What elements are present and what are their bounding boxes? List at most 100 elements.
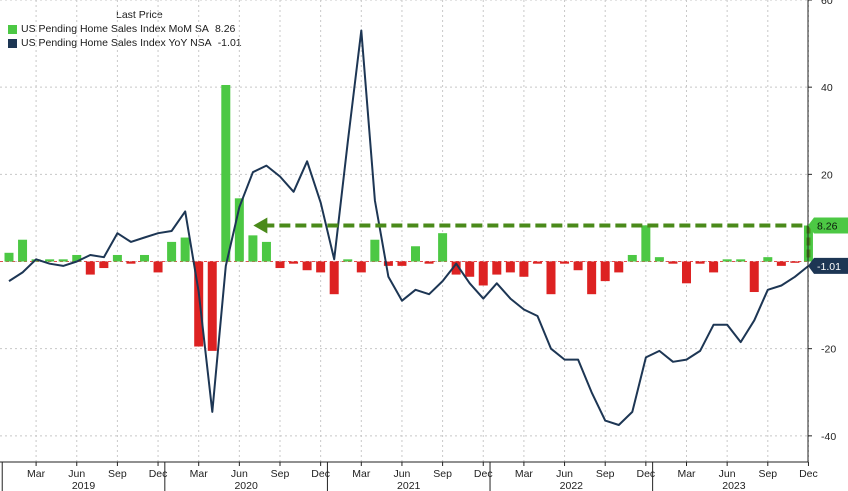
arrow-head (253, 217, 268, 234)
legend-swatch-mom (8, 24, 17, 34)
bar (45, 259, 55, 262)
bar (573, 261, 583, 271)
x-tick-label: Dec (474, 468, 493, 480)
x-tick-label: Dec (311, 468, 330, 480)
bar (72, 254, 82, 262)
year-label: 2023 (722, 480, 746, 491)
bar (356, 261, 366, 273)
year-label: 2020 (234, 480, 258, 491)
badge-yoy-label: -1.01 (817, 261, 841, 273)
x-tick-label: Sep (271, 468, 290, 480)
x-tick-label: Mar (190, 468, 209, 480)
y-tick-label: -40 (821, 431, 836, 443)
x-tick-label: Sep (108, 468, 127, 480)
bar (58, 259, 68, 262)
year-label: 2019 (72, 480, 96, 491)
bar (749, 261, 759, 293)
bar (465, 261, 475, 277)
x-tick-label: Dec (637, 468, 656, 480)
x-tick-label: Mar (352, 468, 371, 480)
legend-value-yoy: -1.01 (217, 37, 242, 49)
legend-entry-yoy: US Pending Home Sales Index YoY NSA -1.0… (8, 36, 242, 50)
bar (668, 261, 678, 264)
bar (370, 239, 380, 262)
x-tick-label: Dec (799, 468, 818, 480)
y-tick-label: 20 (821, 169, 833, 181)
year-label: 2022 (560, 480, 584, 491)
x-tick-label: Mar (677, 468, 696, 480)
bar (736, 259, 746, 262)
legend-label-mom: US Pending Home Sales Index MoM SA (21, 23, 209, 35)
bar (85, 261, 95, 275)
bar (383, 261, 393, 266)
badge-yoy (808, 257, 848, 274)
x-tick-label: Mar (515, 468, 534, 480)
bar (180, 237, 190, 262)
bar (478, 261, 488, 286)
legend-value-mom: 8.26 (214, 23, 236, 35)
bar (289, 261, 299, 264)
bar (519, 261, 529, 277)
bar (600, 261, 610, 282)
bar (397, 261, 407, 266)
bar (153, 261, 163, 273)
bar (261, 241, 271, 262)
bar (99, 261, 109, 269)
bar (560, 261, 570, 264)
bar (627, 254, 637, 262)
legend-entry-mom: US Pending Home Sales Index MoM SA 8.26 (8, 22, 242, 36)
year-label: 2021 (397, 480, 421, 491)
x-tick-label: Dec (149, 468, 168, 480)
bar (316, 261, 326, 273)
series-line-yoy (8, 29, 810, 426)
bar (505, 261, 515, 273)
y-tick-label: 40 (821, 82, 833, 94)
bar (654, 257, 664, 262)
bar (275, 261, 285, 269)
badge-mom (808, 217, 848, 234)
bar (722, 259, 732, 262)
bar (234, 198, 244, 262)
bar (248, 235, 258, 262)
legend-label-yoy: US Pending Home Sales Index YoY NSA (21, 37, 212, 49)
bar (546, 261, 556, 295)
bar (587, 261, 597, 295)
x-tick-label: Sep (758, 468, 777, 480)
bar (763, 257, 773, 262)
bar (126, 261, 136, 264)
x-tick-label: Jun (68, 468, 85, 480)
y-tick-label: -20 (821, 344, 836, 356)
bar (451, 261, 461, 275)
bar (532, 261, 542, 264)
bar (790, 261, 800, 263)
bar (194, 261, 204, 347)
bar (682, 261, 691, 284)
y-tick-label: 60 (821, 0, 833, 7)
bar (438, 233, 448, 262)
bar (221, 84, 231, 262)
bar (492, 261, 502, 275)
bar (18, 239, 28, 262)
bar (343, 259, 353, 262)
bar (329, 261, 339, 295)
legend-swatch-yoy (8, 38, 17, 48)
x-tick-label: Jun (719, 468, 736, 480)
bar (302, 261, 312, 271)
bar (641, 225, 651, 262)
bar (167, 241, 177, 262)
bar (614, 261, 624, 273)
legend-header: Last Price (116, 9, 163, 21)
x-tick-label: Jun (393, 468, 410, 480)
x-tick-label: Mar (27, 468, 46, 480)
bar (207, 261, 217, 351)
bar (4, 252, 14, 262)
bar (776, 261, 786, 266)
badge-mom-label: 8.26 (817, 221, 838, 233)
bar (695, 261, 705, 264)
x-tick-label: Jun (231, 468, 248, 480)
bar (424, 261, 434, 264)
bar (411, 246, 420, 262)
bar (709, 261, 719, 273)
x-tick-label: Jun (556, 468, 573, 480)
